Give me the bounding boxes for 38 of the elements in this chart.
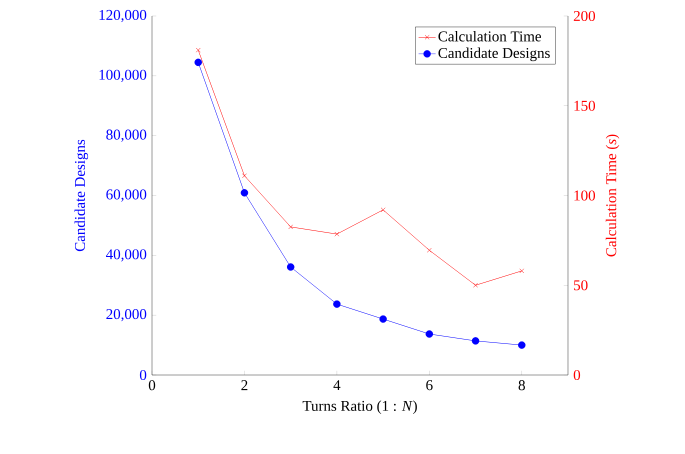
y2-tick-label: 200	[574, 10, 596, 22]
legend-label: Candidate Designs	[438, 48, 550, 62]
point	[379, 315, 387, 323]
point	[333, 300, 341, 308]
y-tick-label: 0	[140, 370, 146, 380]
point	[472, 337, 480, 345]
x-tick-label: 2	[241, 380, 248, 390]
point	[380, 207, 386, 212]
y-tick-label: 20,000	[106, 309, 146, 322]
y-axis-title: Candidate Designs	[74, 140, 88, 252]
y-tick-label: 100,000	[100, 70, 146, 82]
legend-label: Calculation Time	[438, 30, 541, 42]
point	[194, 58, 202, 66]
y-tick-label: 40,000	[106, 249, 146, 262]
point	[242, 173, 247, 178]
point	[426, 248, 432, 253]
point	[288, 224, 294, 230]
point	[519, 268, 524, 274]
y2-tick-label: 150	[574, 100, 596, 111]
x-axis-title: Turns Ratio (1 : N)	[302, 400, 417, 414]
y-tick-label: 80,000	[106, 130, 146, 142]
point	[286, 263, 294, 271]
y-tick-label: 60,000	[106, 189, 146, 202]
y2-tick-label: 50	[574, 280, 588, 290]
point	[196, 48, 201, 52]
x-tick-label: 6	[426, 380, 433, 390]
x-tick-label: 0	[148, 380, 156, 390]
y2-tick-label: 0	[574, 370, 580, 380]
point	[334, 232, 340, 236]
x-tick-label: 8	[518, 380, 525, 390]
y-tick-label: 120,000	[100, 10, 146, 22]
x-tick-label: 4	[333, 380, 340, 390]
point	[518, 341, 526, 349]
y2-axis-title: Calculation Time (s)	[606, 134, 620, 256]
y2-tick-label: 100	[574, 190, 596, 201]
point	[240, 189, 248, 197]
point	[426, 330, 434, 338]
point	[473, 282, 478, 288]
